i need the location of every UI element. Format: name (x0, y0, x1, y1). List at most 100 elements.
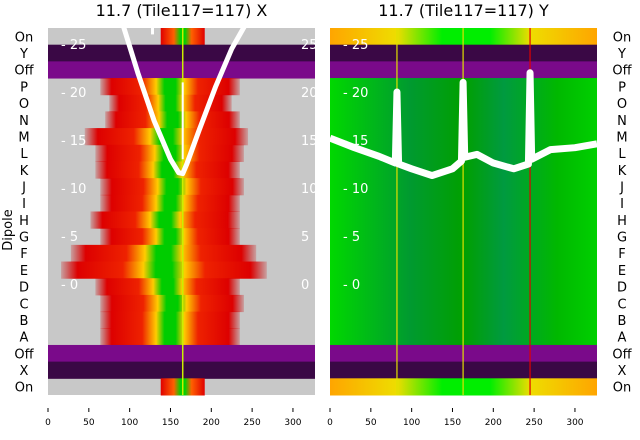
row-label: J (21, 180, 26, 195)
row-label: F (618, 247, 625, 262)
y-tick-label: - 15 (343, 134, 368, 149)
row-label: E (618, 264, 626, 279)
panel-title: 11.7 (Tile117=117) X (96, 1, 268, 20)
y-tick-label: - 0 (61, 278, 78, 293)
row-label: Off (14, 347, 34, 362)
row-label: Off (612, 64, 632, 79)
y-tick-label: - 5 (343, 230, 360, 245)
heatmap-row-e (61, 261, 267, 279)
row-label: N (19, 114, 29, 129)
row-label: G (19, 231, 29, 246)
heatmap-row-m (84, 128, 249, 146)
heatmap-row-off (48, 61, 315, 79)
row-label: On (15, 30, 33, 45)
row-label: I (620, 197, 624, 212)
y-tick-label: - 10 (343, 182, 368, 197)
row-label: D (19, 281, 29, 296)
heatmap-row-n (105, 111, 240, 129)
y-tick-label: - 25 (61, 38, 86, 53)
heatmap-row-y (48, 44, 315, 62)
y-tick-label: 25 (301, 38, 318, 53)
y-tick-label: 0 (301, 278, 309, 293)
row-label: Y (617, 47, 626, 62)
row-label: J (619, 180, 624, 195)
x-tick-label: 150 (162, 418, 179, 428)
row-label: Off (14, 64, 34, 79)
x-tick-label: 0 (45, 418, 51, 428)
row-label: P (20, 80, 28, 95)
x-tick-label: 0 (327, 418, 333, 428)
row-label: C (617, 297, 626, 312)
row-label: O (617, 97, 627, 112)
heatmap-row-b (100, 311, 240, 329)
row-label: X (20, 364, 29, 379)
x-tick-label: 150 (444, 418, 461, 428)
row-label: K (618, 164, 627, 179)
x-tick-label: 250 (526, 418, 543, 428)
x-tick-label: 200 (203, 418, 220, 428)
y-axis-label: Dipole (1, 209, 16, 250)
heatmap-row-j (100, 178, 244, 196)
row-label: On (15, 381, 33, 396)
row-label: A (618, 331, 627, 346)
row-label: Y (19, 47, 28, 62)
x-tick-label: 250 (244, 418, 261, 428)
y-tick-label: - 20 (343, 86, 368, 101)
panel-title: 11.7 (Tile117=117) Y (378, 1, 549, 20)
heatmap-row-h (90, 211, 240, 229)
heatmap-row-a (100, 328, 240, 346)
row-label: O (19, 97, 29, 112)
row-label: C (19, 297, 28, 312)
y-tick-label: - 0 (343, 278, 360, 293)
row-label: P (618, 80, 626, 95)
x-tick-label: 100 (121, 418, 138, 428)
heatmap-row-i (100, 194, 240, 212)
row-label: M (616, 130, 627, 145)
y-tick-label: 10 (301, 182, 318, 197)
y-tick-label: 20 (301, 86, 318, 101)
row-label: L (20, 147, 28, 162)
row-label: Off (612, 347, 632, 362)
heatmap-row-c (100, 294, 244, 313)
heatmap-row-f (70, 244, 257, 263)
row-label: H (617, 214, 627, 229)
row-label: X (618, 364, 627, 379)
x-tick-label: 300 (284, 418, 301, 428)
row-label: A (20, 331, 29, 346)
heatmap-row-k (95, 161, 240, 179)
heatmap-row-off (48, 344, 315, 363)
row-label: M (18, 130, 29, 145)
heatmap-row-x (48, 361, 315, 379)
heatmap-row-p (100, 78, 240, 96)
x-tick-label: 50 (83, 418, 95, 428)
x-tick-label: 300 (566, 418, 583, 428)
heatmap-row-g (100, 228, 240, 246)
row-label: G (617, 231, 627, 246)
y-tick-label: 15 (301, 134, 318, 149)
y-tick-label: - 10 (61, 182, 86, 197)
row-label: F (20, 247, 27, 262)
row-label: B (618, 314, 627, 329)
row-label: On (613, 30, 631, 45)
x-tick-label: 50 (365, 418, 377, 428)
x-tick-label: 200 (485, 418, 502, 428)
y-tick-label: - 25 (343, 38, 368, 53)
heatmap-row-o (109, 94, 232, 112)
trace-curve (119, 18, 251, 177)
row-label: I (22, 197, 26, 212)
row-label: B (20, 314, 29, 329)
row-label: E (20, 264, 28, 279)
panel-y: 11.7 (Tile117=117) Y - 0 - 5 - 10 - 15 - 20 - … (327, 1, 632, 428)
y-tick-label: - 15 (61, 134, 86, 149)
y-tick-label: - 20 (61, 86, 86, 101)
y-tick-label: 5 (301, 230, 309, 245)
trace-curve (328, 69, 598, 180)
row-label: D (617, 281, 627, 296)
x-tick-label: 100 (403, 418, 420, 428)
row-label: L (618, 147, 626, 162)
row-label: K (20, 164, 29, 179)
row-label: N (617, 114, 627, 129)
panel-x: 11.7 (Tile117=117) X - 0 0 - 5 5 - 10 10 - 15 15… (14, 1, 317, 428)
row-label: On (613, 381, 631, 396)
